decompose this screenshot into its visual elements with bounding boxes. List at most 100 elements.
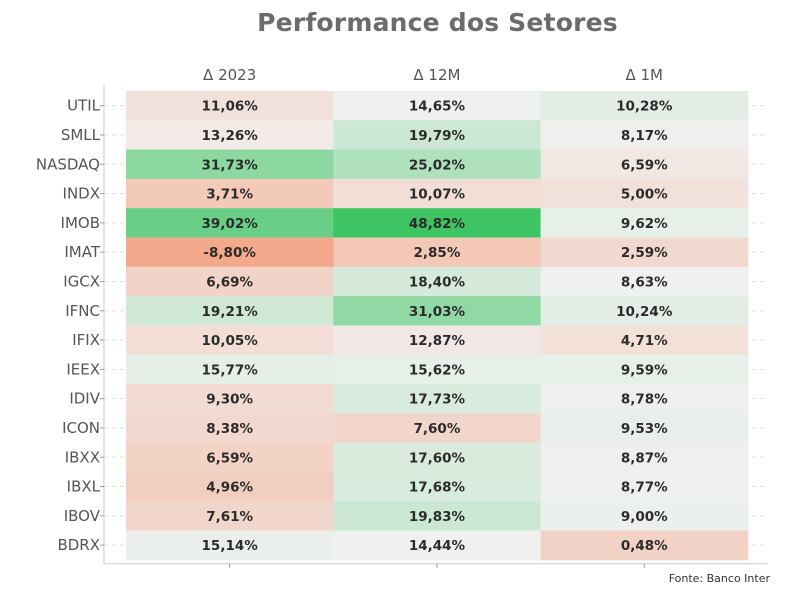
heatmap-cell	[333, 296, 542, 326]
cell-value-label: 9,53%	[621, 421, 668, 437]
heatmap-cell	[126, 237, 334, 268]
heatmap-cell	[333, 91, 542, 121]
cell-value-label: 10,05%	[202, 333, 259, 349]
row-label: IFNC	[65, 302, 100, 320]
heatmap-cell	[333, 178, 542, 209]
heatmap-cell	[126, 413, 334, 444]
cell-value-label: 7,60%	[414, 421, 461, 437]
heatmap-cell	[333, 325, 542, 356]
cell-value-label: 8,77%	[621, 480, 668, 496]
heatmap-cell	[333, 442, 542, 473]
cell-value-label: 10,07%	[409, 187, 466, 203]
cell-value-label: 17,73%	[409, 392, 466, 408]
heatmap-cell	[540, 178, 749, 209]
cell-value-label: 9,30%	[206, 392, 253, 408]
heatmap-cell	[126, 471, 334, 502]
cell-value-label: 17,68%	[409, 480, 466, 496]
heatmap-cell	[540, 384, 749, 414]
heatmap-cell	[540, 149, 749, 180]
cell-value-label: 4,96%	[206, 480, 253, 496]
column-header: Δ 1M	[625, 66, 663, 84]
heatmap-cell	[333, 501, 542, 531]
cell-value-label: 4,71%	[621, 333, 668, 349]
row-label: IBXX	[65, 448, 100, 466]
cell-value-label: 10,24%	[616, 304, 673, 320]
heatmap-cell	[540, 208, 749, 238]
row-label: IBOV	[64, 507, 101, 525]
cell-value-label: 14,44%	[409, 538, 466, 554]
cell-value-label: 0,48%	[621, 538, 668, 554]
cell-value-label: 48,82%	[409, 216, 466, 232]
cell-value-label: 8,78%	[621, 392, 668, 408]
cell-value-label: 19,21%	[202, 304, 259, 320]
heatmap-cell	[333, 208, 542, 238]
heatmap-cell	[126, 501, 334, 531]
heatmap-cell	[540, 530, 749, 561]
row-label: SMLL	[61, 126, 101, 144]
heatmap-cell	[333, 149, 542, 180]
row-label: IDIV	[69, 390, 100, 408]
cell-value-label: 13,26%	[202, 128, 259, 144]
cell-value-label: 6,59%	[206, 450, 253, 466]
cell-value-label: 6,59%	[621, 157, 668, 173]
heatmap-cell	[126, 530, 334, 561]
cell-value-label: 10,28%	[616, 99, 673, 115]
heatmap-cell	[126, 149, 334, 180]
heatmap-cell	[126, 296, 334, 326]
cell-value-label: 15,14%	[202, 538, 259, 554]
cell-value-label: 18,40%	[409, 274, 466, 290]
cell-value-label: 19,79%	[409, 128, 466, 144]
heatmap-cell	[540, 325, 749, 356]
heatmap-cell	[540, 442, 749, 473]
row-label: ICON	[62, 419, 100, 437]
cell-value-label: 9,62%	[621, 216, 668, 232]
heatmap-cell	[540, 354, 749, 385]
heatmap-cell	[333, 266, 542, 297]
row-label: IMOB	[61, 214, 100, 232]
cell-value-label: -8,80%	[203, 245, 256, 261]
row-label: IMAT	[64, 243, 100, 261]
cell-value-label: 31,73%	[202, 157, 259, 173]
row-label: IEEX	[66, 360, 100, 378]
heatmap-cell	[126, 442, 334, 473]
row-label: IBXL	[67, 478, 101, 496]
heatmap-cell	[126, 266, 334, 297]
cell-value-label: 25,02%	[409, 157, 466, 173]
heatmap-cell	[333, 120, 542, 151]
heatmap-cell	[333, 413, 542, 444]
heatmap-cell	[333, 354, 542, 385]
row-label: IFIX	[72, 331, 100, 349]
heatmap-cell	[126, 384, 334, 414]
heatmap-cell	[126, 120, 334, 151]
cell-value-label: 14,65%	[409, 99, 466, 115]
heatmap-cell	[540, 296, 749, 326]
heatmap-cell	[540, 266, 749, 297]
cell-value-label: 7,61%	[206, 509, 253, 525]
column-header: Δ 2023	[203, 66, 256, 84]
cell-value-label: 2,85%	[414, 245, 461, 261]
heatmap-cell	[333, 384, 542, 414]
cell-value-label: 15,62%	[409, 362, 466, 378]
row-label: UTIL	[67, 97, 101, 115]
heatmap-cell	[540, 413, 749, 444]
row-label: NASDAQ	[36, 155, 100, 173]
heatmap-cell	[126, 325, 334, 356]
cell-value-label: 19,83%	[409, 509, 466, 525]
heatmap-cell	[126, 178, 334, 209]
cell-value-label: 12,87%	[409, 333, 466, 349]
column-header: Δ 12M	[413, 66, 460, 84]
cell-value-label: 9,00%	[621, 509, 668, 525]
cell-value-label: 17,60%	[409, 450, 466, 466]
chart-title: Performance dos Setores	[257, 8, 618, 37]
heatmap-cell	[126, 208, 334, 238]
cell-value-label: 8,17%	[621, 128, 668, 144]
cell-value-label: 5,00%	[621, 187, 668, 203]
cell-value-label: 3,71%	[206, 187, 253, 203]
heatmap-cell	[540, 471, 749, 502]
cell-value-label: 15,77%	[202, 362, 259, 378]
heatmap-cell	[333, 530, 542, 561]
source-note: Fonte: Banco Inter	[668, 572, 770, 585]
heatmap-cell	[540, 237, 749, 268]
cell-value-label: 8,38%	[206, 421, 253, 437]
